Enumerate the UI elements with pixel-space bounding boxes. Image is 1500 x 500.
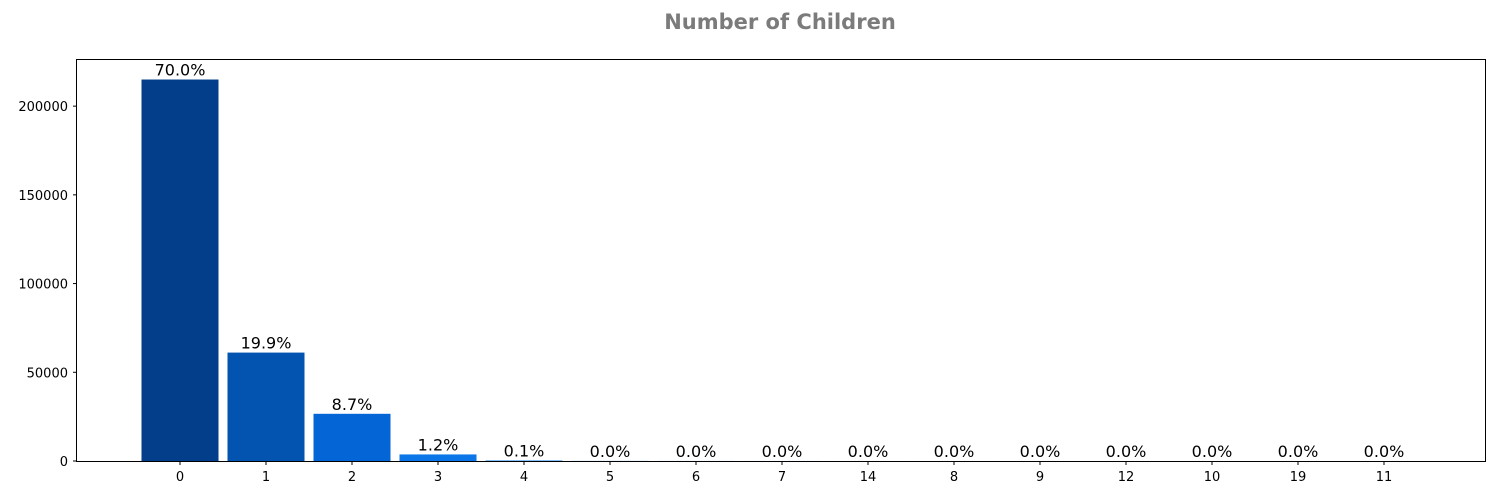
x-tick-label: 10 — [1204, 470, 1221, 485]
x-tick-label: 6 — [692, 470, 700, 485]
x-tick-label: 9 — [1036, 470, 1044, 485]
bar-value-label: 19.9% — [241, 334, 292, 353]
x-tick-label: 4 — [520, 470, 528, 485]
bar-4 — [485, 460, 563, 461]
bar-value-label: 8.7% — [332, 395, 373, 414]
x-tick-label: 0 — [176, 470, 184, 485]
bar-value-label: 0.1% — [504, 441, 545, 460]
bar-value-label: 1.2% — [418, 435, 459, 454]
bar-labels-layer: 70.0% 19.9% 8.7% 1.2% 0.1% 0.0% 0.0% 0.0% 0.0% 0.… — [155, 61, 1405, 461]
bar-value-label: 0.0% — [848, 442, 889, 461]
bar-value-label: 70.0% — [155, 61, 206, 80]
x-tick-label: 5 — [606, 470, 614, 485]
y-tick-label: 150000 — [18, 189, 68, 204]
x-tick-label: 11 — [1376, 470, 1393, 485]
bar-value-label: 0.0% — [1192, 442, 1233, 461]
bar-value-label: 0.0% — [762, 442, 803, 461]
x-tick-label: 1 — [262, 470, 270, 485]
x-tick-label: 2 — [348, 470, 356, 485]
x-tick-label: 19 — [1290, 470, 1307, 485]
x-tick-label: 12 — [1118, 470, 1135, 485]
bar-1 — [227, 352, 305, 461]
bar-0 — [141, 79, 219, 461]
bar-value-label: 0.0% — [934, 442, 975, 461]
y-tick-label: 50000 — [27, 366, 68, 381]
x-axis: 0 1 2 3 4 5 6 7 14 8 9 12 10 19 11 — [176, 461, 1392, 485]
x-tick-label: 14 — [860, 470, 877, 485]
bar-value-label: 0.0% — [1364, 442, 1405, 461]
x-tick-label: 3 — [434, 470, 442, 485]
y-tick-label: 0 — [60, 455, 68, 470]
bar-value-label: 0.0% — [676, 442, 717, 461]
plot-area-frame — [76, 59, 1486, 462]
x-tick-label: 8 — [950, 470, 958, 485]
bar-value-label: 0.0% — [1020, 442, 1061, 461]
bar-value-label: 0.0% — [1278, 442, 1319, 461]
y-tick-label: 100000 — [18, 278, 68, 293]
bars-layer — [141, 79, 1423, 461]
x-tick-label: 7 — [778, 470, 786, 485]
bar-value-label: 0.0% — [590, 442, 631, 461]
y-axis: 0 50000 100000 150000 200000 — [18, 100, 77, 470]
y-tick-label: 200000 — [18, 100, 68, 115]
bar-3 — [399, 454, 477, 461]
bar-value-label: 0.0% — [1106, 442, 1147, 461]
chart-title: Number of Children — [664, 10, 896, 34]
bar-2 — [313, 413, 391, 461]
